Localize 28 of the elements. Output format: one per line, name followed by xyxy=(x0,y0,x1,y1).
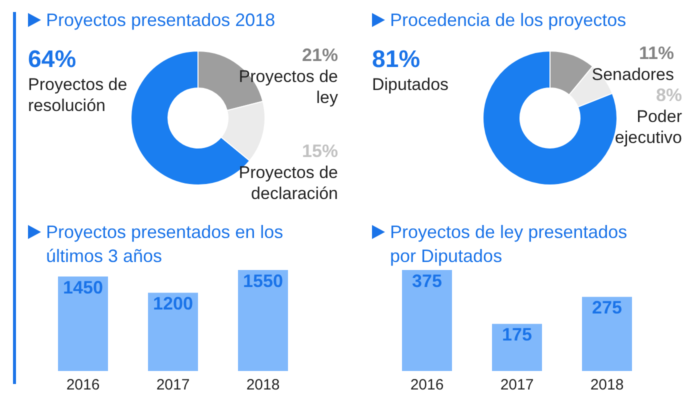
data-label: 8% xyxy=(654,84,682,106)
data-label: 1550 xyxy=(242,270,284,291)
data-label: 81% xyxy=(372,46,422,74)
slice-label: Senadores xyxy=(590,64,674,85)
data-label: 1200 xyxy=(152,294,194,314)
data-label: 375 xyxy=(412,270,442,291)
slice-label: Diputados xyxy=(372,74,450,95)
x-tick-label: 2018 xyxy=(590,376,624,394)
chart-title: Proyectos presentados en los últimos 3 años xyxy=(46,221,284,268)
data-label: 64% xyxy=(28,46,78,74)
data-label: 1450 xyxy=(62,277,104,298)
slice-label: Proyectos de resolución xyxy=(28,74,128,116)
data-label: 21% xyxy=(300,44,338,66)
slice-label: Proyectos de ley xyxy=(238,66,338,108)
data-label: 11% xyxy=(638,42,674,64)
x-tick-label: 2017 xyxy=(156,376,190,394)
slice-label: Poder ejecutivo xyxy=(614,106,682,148)
chart-title: Procedencia de los proyectos xyxy=(390,9,626,32)
x-tick-label: 2016 xyxy=(410,376,444,394)
data-label: 275 xyxy=(592,298,622,318)
data-label: 175 xyxy=(502,324,532,345)
slice-label: Proyectos de declaración xyxy=(238,162,338,204)
x-tick-label: 2017 xyxy=(500,376,534,394)
data-label: 15% xyxy=(300,140,338,162)
x-tick-label: 2018 xyxy=(246,376,280,394)
chart-title: Proyectos de ley presentados por Diputados xyxy=(390,221,628,268)
x-tick-label: 2016 xyxy=(66,376,100,394)
chart-title: Proyectos presentados 2018 xyxy=(46,9,276,32)
